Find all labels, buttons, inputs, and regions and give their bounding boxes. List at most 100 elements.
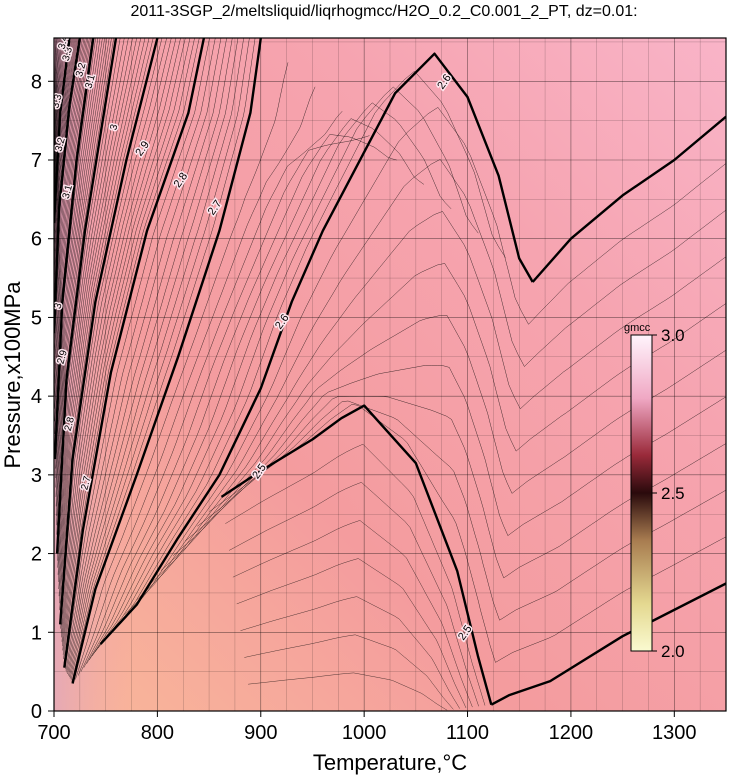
minor-contour-line: [524, 209, 726, 367]
minor-contour-line: [54, 38, 89, 409]
minor-contour-line: [248, 672, 448, 711]
plot-frame: [53, 37, 727, 712]
minor-contour-line: [54, 38, 87, 397]
minor-contour-line: [67, 38, 227, 675]
x-tick-label: 1300: [652, 722, 697, 744]
minor-contour-line: [60, 38, 167, 634]
minor-contour-line: [58, 38, 142, 597]
contour-label: 3: [108, 123, 120, 132]
minor-contour-line: [69, 38, 244, 679]
y-tick-label: 7: [31, 150, 42, 172]
y-tick-label: 6: [31, 229, 42, 251]
minor-contour-line: [54, 38, 83, 359]
minor-contour-line: [236, 558, 467, 708]
minor-contour-line: [54, 38, 76, 290]
minor-contour-line: [80, 111, 343, 672]
minor-contour-line: [59, 38, 150, 611]
minor-contour-line: [528, 163, 726, 325]
minor-contour-line: [68, 38, 233, 676]
contour-label: 3.1: [61, 183, 75, 200]
y-tick-label: 3: [31, 465, 42, 487]
major-contour-2.7: [71, 38, 262, 684]
minor-contour-line: [56, 38, 112, 535]
major-contour-3.0: [55, 38, 118, 554]
minor-contour-line: [61, 38, 172, 638]
major-contour-2.5: [490, 582, 726, 706]
contour-label: 2.9: [56, 349, 70, 366]
colorbar-tick-label: 2.5: [661, 484, 685, 503]
plot-area: 2.52.52.62.62.72.72.82.82.92.9333.13.13.…: [53, 37, 727, 712]
minor-contour-line: [83, 135, 370, 668]
colorbar-tick-label: 3.0: [661, 326, 685, 345]
x-tick-label: 1200: [549, 722, 594, 744]
minor-contour-line: [91, 102, 452, 657]
minor-contour-line: [60, 38, 163, 629]
contour-label: 3.2: [74, 61, 88, 78]
minor-contour-line: [232, 520, 473, 708]
x-tick-label: 1100: [446, 722, 489, 744]
x-axis-title: Temperature,°C: [313, 750, 467, 775]
y-axis-ticks: 0 1 2 3 4 5 6 7 8: [31, 71, 54, 723]
minor-contour-line: [63, 38, 200, 664]
y-tick-label: 2: [31, 544, 42, 566]
chart-title: 2011-3SGP_2/meltsliquid/liqrhogmcc/H2O_0…: [130, 3, 637, 20]
major-contour-2.9: [59, 38, 159, 625]
minor-contour-line: [244, 634, 454, 710]
colorbar-ticks: 3.0 2.5 2.0: [652, 326, 685, 661]
minor-contour-line: [69, 38, 239, 678]
minor-contour-line: [71, 38, 256, 682]
minor-contour-line: [225, 443, 486, 706]
x-tick-label: 800: [141, 722, 174, 744]
minor-contour-line: [58, 38, 133, 582]
y-tick-label: 0: [31, 701, 42, 723]
minor-contour-line: [54, 38, 86, 384]
minor-contour-line: [54, 38, 74, 268]
minor-contour-line: [61, 38, 177, 642]
x-axis-ticks: 700 800 900 1000 1100 1200 1300: [37, 711, 697, 744]
minor-contour-line: [58, 38, 137, 590]
minor-contour-line: [77, 86, 316, 676]
colorbar-tick-label: 2.0: [661, 642, 685, 661]
minor-contour-line: [63, 38, 195, 660]
minor-contour-line: [56, 38, 110, 526]
x-tick-label: 900: [244, 722, 277, 744]
minor-contour-line: [136, 211, 521, 601]
minor-contour-line: [54, 38, 91, 434]
major-contours: [54, 38, 726, 706]
minor-contour-line: [495, 536, 726, 663]
minor-contour-line: [55, 38, 105, 507]
minor-contour-line: [55, 38, 103, 497]
colorbar: gmcc 3.0 2.5 2.0: [624, 322, 685, 661]
minor-contour-line: [54, 38, 85, 372]
major-contour-2.5: [220, 404, 493, 706]
minor-contour-line: [54, 38, 75, 279]
major-contour-3.3: [54, 38, 71, 224]
minor-contour-line: [97, 70, 506, 649]
minor-contour-line: [507, 396, 726, 536]
y-axis-title: Pressure,x100MPa: [0, 281, 25, 469]
minor-contour-line: [62, 38, 186, 651]
minor-contour-line: [54, 38, 90, 422]
minor-contour-line: [499, 489, 726, 621]
contour-label: 3: [53, 301, 65, 310]
minor-contour-line: [54, 38, 73, 257]
y-tick-label: 4: [31, 386, 42, 408]
x-tick-label: 1000: [342, 722, 387, 744]
minor-contour-line: [112, 107, 529, 630]
minor-contour-line: [57, 38, 125, 568]
minor-contour-line: [89, 118, 425, 660]
minor-contour-line: [55, 38, 101, 488]
major-contour-2.8: [63, 38, 206, 668]
minor-contour-line: [515, 303, 726, 452]
x-tick-label: 700: [37, 722, 70, 744]
y-tick-label: 5: [31, 307, 42, 329]
minor-contour-line: [54, 38, 77, 301]
minor-contour-line: [75, 62, 289, 680]
minor-contour-line: [511, 349, 726, 494]
minor-contour-line: [64, 38, 210, 670]
contour-label: 2.7: [79, 475, 93, 492]
minor-contour-line: [56, 38, 108, 516]
contour-label: 3.1: [83, 73, 97, 90]
colorbar-unit: gmcc: [624, 322, 651, 334]
